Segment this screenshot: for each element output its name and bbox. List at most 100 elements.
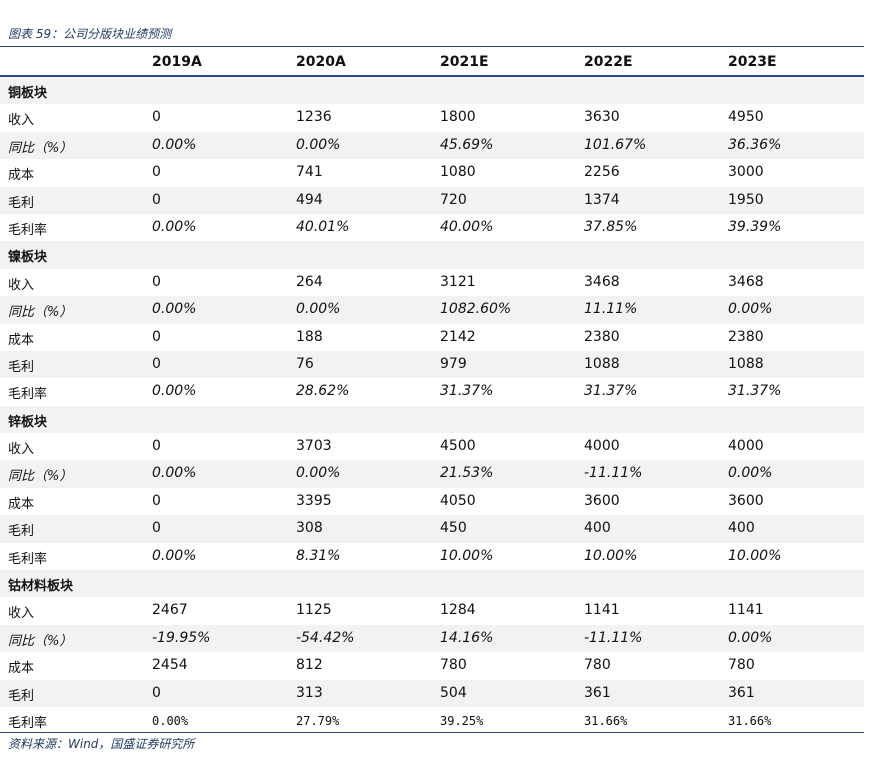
table-row: 收入 0 3703 4500 4000 4000 [0,433,864,460]
column-header: 2021E [440,54,489,70]
table-cell: 3000 [728,164,764,181]
table-cell: 31.37% [728,383,782,400]
row-label: 同比（%） [8,140,73,156]
table-cell: 2256 [584,164,620,181]
row-label: 毛利 [8,524,35,540]
table-cell: 0.00% [296,136,341,153]
row-label: 同比（%） [8,469,73,485]
table-cell: 4000 [728,438,764,455]
row-label: 毛利 [8,688,35,704]
table-cell: 0.00% [296,301,341,318]
table-cell: 2380 [584,328,620,345]
row-label: 毛利率 [8,715,48,731]
table-cell: 4050 [440,492,476,509]
table-cell: 0.00% [152,383,197,400]
table-cell: 0.00% [152,136,197,153]
table-row: 同比（%） 0.00% 0.00% 1082.60% 11.11% 0.00% [0,296,864,324]
table-cell: 1082.60% [440,301,512,318]
table-cell: 31.37% [584,383,638,400]
table-row: 成本 0 188 2142 2380 2380 [0,324,864,351]
table-cell: 450 [440,520,467,537]
table-cell: 14.16% [440,629,494,646]
table-cell: 0 [152,191,161,208]
row-label: 成本 [8,332,35,348]
table-row: 收入 0 1236 1800 3630 4950 [0,104,864,131]
row-label: 成本 [8,168,35,184]
row-label: 毛利 [8,359,35,375]
column-header: 2023E [728,54,777,70]
table-cell: 4500 [440,438,476,455]
table-cell: 494 [296,191,323,208]
table-cell: 0 [152,273,161,290]
bottom-rule [0,732,864,733]
table-cell: 3121 [440,273,476,290]
table-cell: 40.00% [440,218,494,235]
table-cell: 2467 [152,602,188,619]
table-cell: 4000 [584,438,620,455]
table-cell: 31.66% [584,713,628,728]
table-cell: 0 [152,684,161,701]
row-label: 收入 [8,113,35,129]
table-cell: 8.31% [296,547,341,564]
table-cell: 1125 [296,602,332,619]
table-cell: 0.00% [728,629,773,646]
table-row: 收入 2467 1125 1284 1141 1141 [0,597,864,624]
table-cell: 3468 [728,273,764,290]
table-cell: 0.00% [152,465,197,482]
table-cell: 2454 [152,657,188,674]
table-cell: 40.01% [296,218,350,235]
table-cell: 979 [440,355,467,372]
table-row: 毛利率 0.00% 8.31% 10.00% 10.00% 10.00% [0,543,864,570]
table-row: 成本 2454 812 780 780 780 [0,652,864,679]
table-cell: 28.62% [296,383,350,400]
row-label: 毛利率 [8,551,48,567]
section-row: 钴材料板块 [0,570,864,598]
table-row: 成本 0 3395 4050 3600 3600 [0,488,864,515]
table-cell: 400 [584,520,611,537]
table-cell: 39.25% [440,713,484,728]
table-cell: 0 [152,520,161,537]
row-label: 毛利率 [8,222,48,238]
table-row: 毛利率 0.00% 40.01% 40.00% 37.85% 39.39% [0,214,864,241]
table-cell: 741 [296,164,323,181]
row-label: 收入 [8,442,35,458]
table-cell: -11.11% [584,629,643,646]
table-row: 毛利 0 494 720 1374 1950 [0,186,864,214]
table-cell: 1088 [728,355,764,372]
table-cell: 361 [728,684,755,701]
table-cell: 1374 [584,191,620,208]
top-rule [0,46,864,47]
table-row: 收入 0 264 3121 3468 3468 [0,269,864,296]
table-cell: 0.00% [152,547,197,564]
table-row: 毛利 0 308 450 400 400 [0,515,864,543]
table-cell: 780 [584,657,611,674]
table-cell: 45.69% [440,136,494,153]
table-cell: 0.00% [152,218,197,235]
table-cell: 3600 [584,492,620,509]
table-cell: 21.53% [440,465,494,482]
column-header: 2019A [152,54,202,70]
table-cell: 2380 [728,328,764,345]
table-cell: 10.00% [440,547,494,564]
section-row: 锌板块 [0,405,864,434]
table-cell: 3468 [584,273,620,290]
row-label: 成本 [8,496,35,512]
row-label: 同比（%） [8,633,73,649]
table-cell: 1284 [440,602,476,619]
table-cell: 0.00% [296,465,341,482]
table-cell: 0 [152,492,161,509]
row-label: 铜板块 [8,86,48,101]
table-row: 同比（%） 0.00% 0.00% 21.53% -11.11% 0.00% [0,460,864,488]
table-row: 毛利率 0.00% 28.62% 31.37% 31.37% 31.37% [0,378,864,405]
table-cell: 720 [440,191,467,208]
table-cell: 76 [296,355,314,372]
table-cell: 308 [296,520,323,537]
header-rule [0,75,864,77]
table-cell: 1141 [584,602,620,619]
table-cell: 0 [152,164,161,181]
row-label: 毛利 [8,195,35,211]
row-label: 镍板块 [8,250,48,266]
table-cell: 4950 [728,109,764,126]
table-cell: -19.95% [152,629,211,646]
table-cell: 10.00% [728,547,782,564]
